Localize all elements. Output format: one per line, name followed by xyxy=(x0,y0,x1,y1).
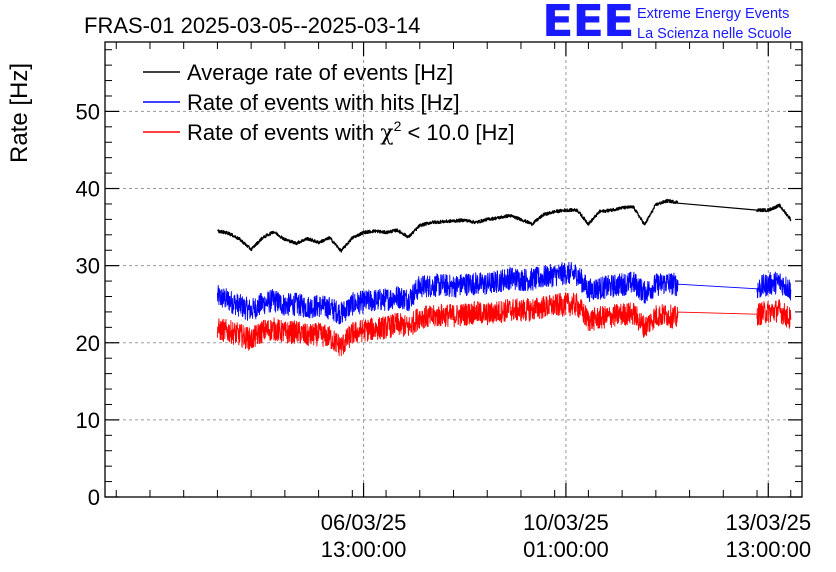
x-tick-label-time: 01:00:00 xyxy=(523,537,609,562)
eee-logo: EEE Extreme Energy Events La Scienza nel… xyxy=(542,0,834,47)
series-line-1 xyxy=(216,261,792,325)
legend: Average rate of events [Hz] Rate of even… xyxy=(143,60,514,146)
logo-line-2: La Scienza nelle Scuole xyxy=(637,26,792,42)
x-tick-label-date: 10/03/25 xyxy=(523,510,609,535)
axis-ticks: 0102030405006/03/2513:00:0010/03/2501:00… xyxy=(76,42,811,562)
y-tick-label: 30 xyxy=(76,254,100,279)
legend-label-chi2-prefix: Rate of events with xyxy=(187,120,380,145)
y-axis-label: Rate [Hz] xyxy=(6,63,33,163)
series-line-0 xyxy=(217,198,792,253)
legend-label-hits: Rate of events with hits [Hz] xyxy=(187,90,460,115)
series-line-2 xyxy=(216,292,792,357)
chi-superscript: 2 xyxy=(394,118,402,134)
y-tick-label: 0 xyxy=(88,485,100,510)
x-tick-label-date: 13/03/25 xyxy=(725,510,811,535)
chi-symbol: χ xyxy=(380,121,393,146)
grid xyxy=(105,42,802,497)
y-tick-label: 50 xyxy=(76,99,100,124)
legend-label-chi2-suffix: < 10.0 [Hz] xyxy=(401,120,514,145)
y-tick-label: 40 xyxy=(76,177,100,202)
y-tick-label: 10 xyxy=(76,408,100,433)
x-tick-label-date: 06/03/25 xyxy=(321,510,407,535)
legend-label-average: Average rate of events [Hz] xyxy=(187,60,453,85)
eee-logo-mark: EEE xyxy=(542,0,635,47)
x-tick-label-time: 13:00:00 xyxy=(725,537,811,562)
legend-label-chi2: Rate of events with χ2 < 10.0 [Hz] xyxy=(187,118,514,146)
x-tick-label-time: 13:00:00 xyxy=(321,537,407,562)
series-layer xyxy=(216,198,792,357)
chart-title: FRAS-01 2025-03-05--2025-03-14 xyxy=(84,13,420,38)
y-tick-label: 20 xyxy=(76,331,100,356)
logo-line-1: Extreme Energy Events xyxy=(637,6,790,22)
